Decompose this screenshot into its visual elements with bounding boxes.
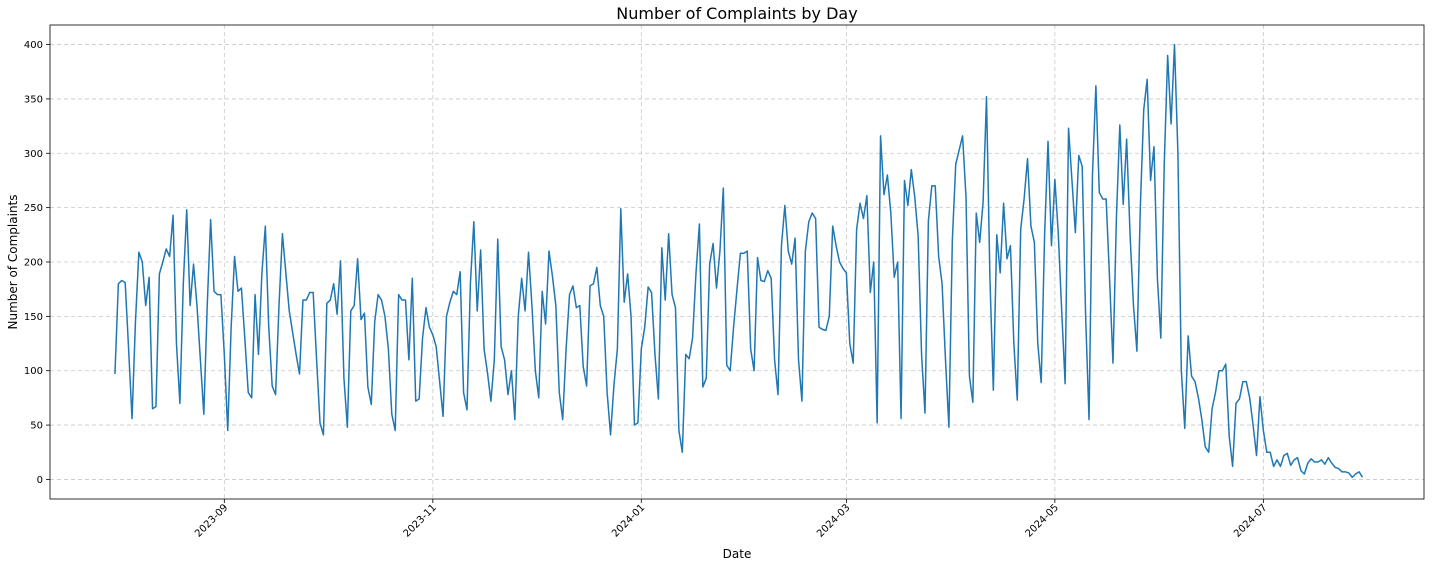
y-tick-label: 400 <box>24 40 43 51</box>
grid-lines <box>50 25 1424 499</box>
y-tick-label: 150 <box>24 312 43 323</box>
y-tick-label: 100 <box>24 366 43 377</box>
y-tick-label: 300 <box>24 149 43 160</box>
x-axis-label: Date <box>723 547 752 561</box>
y-axis-ticks: 0 50 100 150 200 250 300 350 400 <box>24 40 50 486</box>
y-tick-label: 50 <box>30 421 43 432</box>
y-tick-label: 350 <box>24 94 43 105</box>
x-tick-label: 2023-09 <box>193 502 230 539</box>
y-tick-label: 200 <box>24 258 43 269</box>
y-tick-label: 250 <box>24 203 43 214</box>
x-tick-label: 2024-01 <box>610 502 647 539</box>
series-line-complaints <box>114 43 1364 479</box>
x-tick-label: 2024-07 <box>1232 502 1269 539</box>
y-axis-label: Number of Complaints <box>6 194 20 329</box>
y-tick-label: 0 <box>37 475 43 486</box>
x-tick-label: 2024-05 <box>1024 502 1061 539</box>
x-tick-label: 2024-03 <box>815 502 852 539</box>
x-axis-ticks: 2023-09 2023-11 2024-01 2024-03 2024-05 2024-… <box>193 499 1269 540</box>
chart-title: Number of Complaints by Day <box>616 4 857 23</box>
x-tick-label: 2023-11 <box>402 502 439 539</box>
